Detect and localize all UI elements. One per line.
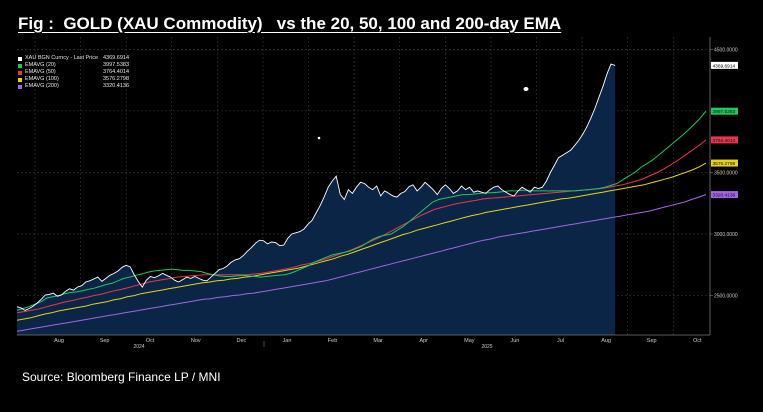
- x-tick-label: Dec: [236, 338, 246, 344]
- y-tick-label: 3000.0000: [714, 232, 738, 238]
- ema-100-line: [16, 162, 707, 321]
- x-tick-label: Nov: [191, 338, 201, 344]
- y-tick-label: 3500.0000: [714, 170, 738, 176]
- legend-swatch: [18, 84, 22, 89]
- legend-swatch: [18, 77, 22, 82]
- last-value-tag: 3764.4014: [713, 138, 736, 144]
- last-value-tag: 3576.2798: [713, 161, 736, 167]
- legend-item: EMAVG (200) 3320.4136: [18, 83, 129, 90]
- x-tick-label: Mar: [373, 338, 383, 344]
- legend-swatch: [18, 63, 22, 68]
- last-value-tag: 3320.4136: [713, 193, 736, 199]
- last-value-tag-bg: [711, 159, 738, 167]
- legend-label: EMAVG (20): [25, 62, 56, 68]
- figure-title: Fig : GOLD (XAU Commodity) vs the 20, 50…: [18, 14, 562, 33]
- last-value-tag-bg: [711, 61, 738, 69]
- last-value-tag: 3997.5383: [713, 109, 736, 115]
- legend-value: 4369.6914: [103, 55, 129, 61]
- y-tick-label: 4500.0000: [714, 47, 738, 53]
- legend-label: EMAVG (50): [25, 69, 56, 75]
- y-tick-label: 2500.0000: [714, 294, 738, 300]
- ema-20-line: [16, 110, 707, 311]
- x-tick-label: Jun: [510, 338, 519, 344]
- legend-swatch: [18, 70, 22, 75]
- legend-item: EMAVG (50) 3764.4014: [18, 69, 129, 76]
- year-label: 2024: [133, 344, 144, 350]
- legend-item: EMAVG (100) 3576.2798: [18, 76, 129, 83]
- legend-value: 3997.5383: [103, 62, 129, 68]
- last-value-tag-bg: [711, 136, 738, 144]
- x-tick-label: Apr: [419, 338, 428, 344]
- stray-dot-marker: [317, 136, 321, 140]
- chart-legend: XAU BGN Curncy - Last Price 4369.6914 EMAV…: [18, 55, 129, 90]
- x-tick-label: Sep: [647, 338, 657, 344]
- stray-dot-marker: [523, 87, 529, 91]
- legend-label: XAU BGN Curncy - Last Price: [25, 55, 99, 61]
- x-tick-label: Oct: [693, 338, 702, 344]
- legend-value: 3764.4014: [103, 69, 129, 75]
- x-tick-label: Sep: [100, 338, 110, 344]
- legend-item: XAU BGN Curncy - Last Price 4369.6914: [18, 55, 129, 62]
- x-tick-label: Aug: [54, 338, 64, 344]
- last-value-tag-bg: [711, 191, 738, 199]
- source-note: Source: Bloomberg Finance LP / MNI: [22, 370, 221, 384]
- legend-value: 3320.4136: [103, 83, 129, 89]
- year-label: 2025: [481, 344, 492, 350]
- legend-value: 3576.2798: [103, 76, 129, 82]
- x-tick-label: May: [464, 338, 475, 344]
- price-line: [16, 63, 616, 311]
- price-area-fill: [17, 64, 616, 335]
- legend-label: EMAVG (100): [25, 76, 59, 82]
- legend-item: EMAVG (20) 3997.5383: [18, 62, 129, 69]
- last-value-tag: 4369.6914: [713, 63, 736, 69]
- ema-200-line: [16, 194, 707, 332]
- x-tick-label: Jul: [557, 338, 564, 344]
- x-tick-label: Jan: [283, 338, 292, 344]
- x-tick-label: Aug: [601, 338, 611, 344]
- x-tick-label: Oct: [146, 338, 155, 344]
- legend-swatch: [18, 56, 22, 61]
- last-value-tag-bg: [711, 107, 738, 115]
- x-tick-label: Feb: [328, 338, 337, 344]
- legend-label: EMAVG (200): [25, 83, 59, 89]
